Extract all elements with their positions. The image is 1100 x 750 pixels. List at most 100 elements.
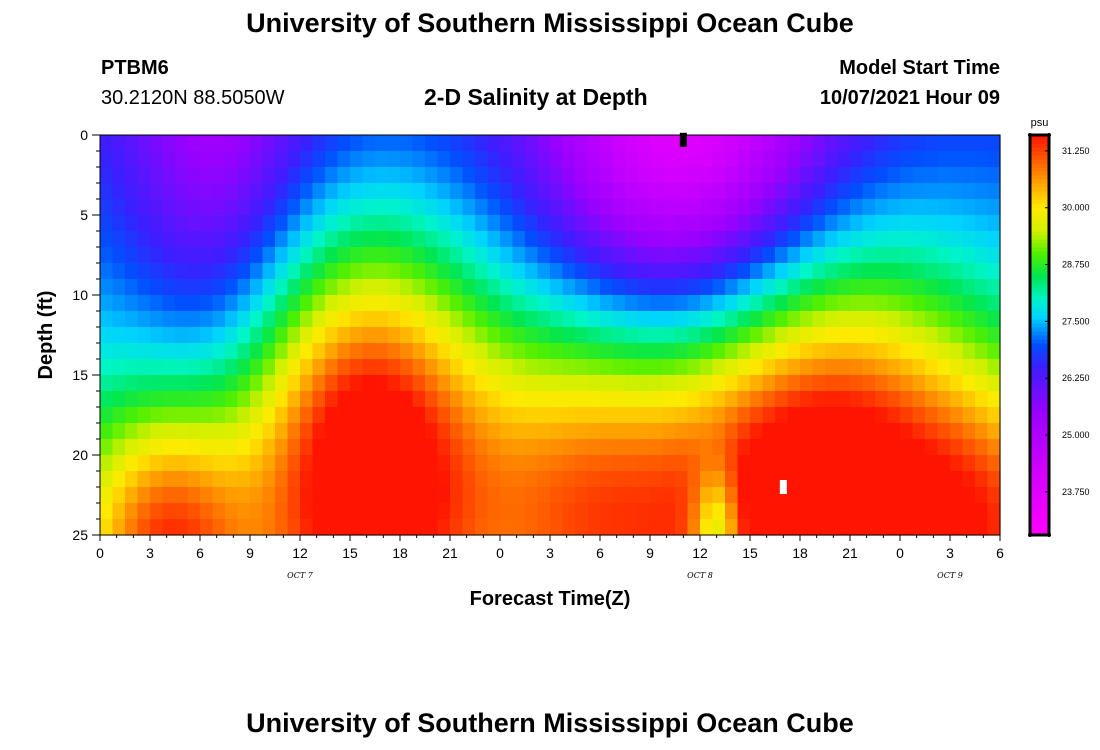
heatmap-cell — [750, 135, 764, 152]
heatmap-cell — [962, 487, 976, 504]
heatmap-cell — [925, 391, 939, 408]
heatmap-cell — [400, 183, 414, 200]
heatmap-cell — [775, 343, 789, 360]
heatmap-cell — [575, 375, 589, 392]
heatmap-cell — [837, 455, 851, 472]
heatmap-cell — [150, 375, 164, 392]
heatmap-cell — [775, 503, 789, 520]
heatmap-cell — [500, 263, 514, 280]
heatmap-cell — [737, 439, 751, 456]
heatmap-cell — [600, 391, 614, 408]
heatmap-cell — [162, 471, 176, 488]
heatmap-cell — [662, 487, 676, 504]
heatmap-cell — [112, 375, 126, 392]
heatmap-cell — [475, 519, 489, 536]
colorbar-segment — [1030, 463, 1049, 468]
heatmap-cell — [262, 231, 276, 248]
heatmap-cell — [112, 231, 126, 248]
heatmap-cell — [387, 199, 401, 216]
heatmap-cell — [900, 215, 914, 232]
heatmap-cell — [562, 343, 576, 360]
heatmap-cell — [325, 263, 339, 280]
heatmap-cell — [637, 263, 651, 280]
heatmap-cell — [700, 247, 714, 264]
heatmap-cell — [325, 455, 339, 472]
heatmap-cell — [250, 151, 264, 168]
heatmap-cell — [750, 375, 764, 392]
heatmap-cell — [162, 423, 176, 440]
heatmap-cell — [312, 439, 326, 456]
heatmap-cell — [450, 167, 464, 184]
heatmap-cell — [962, 151, 976, 168]
heatmap-cell — [262, 167, 276, 184]
heatmap-cell — [975, 343, 989, 360]
heatmap-cell — [562, 183, 576, 200]
heatmap-cell — [350, 279, 364, 296]
heatmap-cell — [175, 375, 189, 392]
colorbar-segment — [1030, 235, 1049, 240]
heatmap-cell — [350, 375, 364, 392]
heatmap-cell — [687, 359, 701, 376]
heatmap-cell — [325, 439, 339, 456]
heatmap-cell — [887, 247, 901, 264]
heatmap-cell — [762, 183, 776, 200]
heatmap-cell — [925, 295, 939, 312]
heatmap-cell — [187, 391, 201, 408]
heatmap-cell — [437, 439, 451, 456]
heatmap-cell — [912, 215, 926, 232]
heatmap-cell — [150, 503, 164, 520]
heatmap-cell — [562, 375, 576, 392]
heatmap-cell — [900, 199, 914, 216]
heatmap-cell — [425, 311, 439, 328]
heatmap-cell — [550, 199, 564, 216]
heatmap-cell — [562, 423, 576, 440]
heatmap-cell — [787, 151, 801, 168]
heatmap-cell — [600, 279, 614, 296]
heatmap-cell — [775, 407, 789, 424]
colorbar-segment — [1030, 459, 1049, 464]
heatmap-cell — [187, 151, 201, 168]
heatmap-cell — [112, 519, 126, 536]
heatmap-cell — [375, 359, 389, 376]
heatmap-cell — [650, 519, 664, 536]
heatmap-cell — [287, 359, 301, 376]
heatmap-cell — [212, 343, 226, 360]
heatmap-cell — [700, 423, 714, 440]
heatmap-cell — [875, 359, 889, 376]
heatmap-cell — [600, 519, 614, 536]
heatmap-cell — [812, 247, 826, 264]
heatmap-cell — [212, 263, 226, 280]
heatmap-cell — [487, 295, 501, 312]
heatmap-cell — [275, 407, 289, 424]
heatmap-cell — [925, 231, 939, 248]
heatmap-cell — [900, 327, 914, 344]
heatmap-cell — [437, 503, 451, 520]
heatmap-cell — [550, 407, 564, 424]
heatmap-cell — [637, 391, 651, 408]
heatmap-cell — [850, 375, 864, 392]
heatmap-cell — [325, 183, 339, 200]
heatmap-cell — [262, 423, 276, 440]
heatmap-cell — [662, 151, 676, 168]
heatmap-cell — [287, 343, 301, 360]
heatmap-cell — [250, 295, 264, 312]
heatmap-cell — [762, 455, 776, 472]
colorbar-segment — [1030, 267, 1049, 272]
heatmap-cell — [212, 359, 226, 376]
heatmap-cell — [925, 343, 939, 360]
heatmap-cell — [175, 199, 189, 216]
heatmap-cell — [937, 167, 951, 184]
heatmap-cell — [787, 231, 801, 248]
heatmap-cell — [887, 151, 901, 168]
heatmap-cell — [712, 391, 726, 408]
heatmap-cell — [975, 519, 989, 536]
heatmap-cell — [987, 311, 1001, 328]
heatmap-cell — [312, 311, 326, 328]
heatmap-cell — [425, 135, 439, 152]
heatmap-cell — [462, 343, 476, 360]
colorbar-segment — [1030, 143, 1049, 148]
heatmap-cell — [312, 407, 326, 424]
heatmap-cell — [937, 327, 951, 344]
heatmap-cell — [300, 487, 314, 504]
heatmap-cell — [475, 359, 489, 376]
